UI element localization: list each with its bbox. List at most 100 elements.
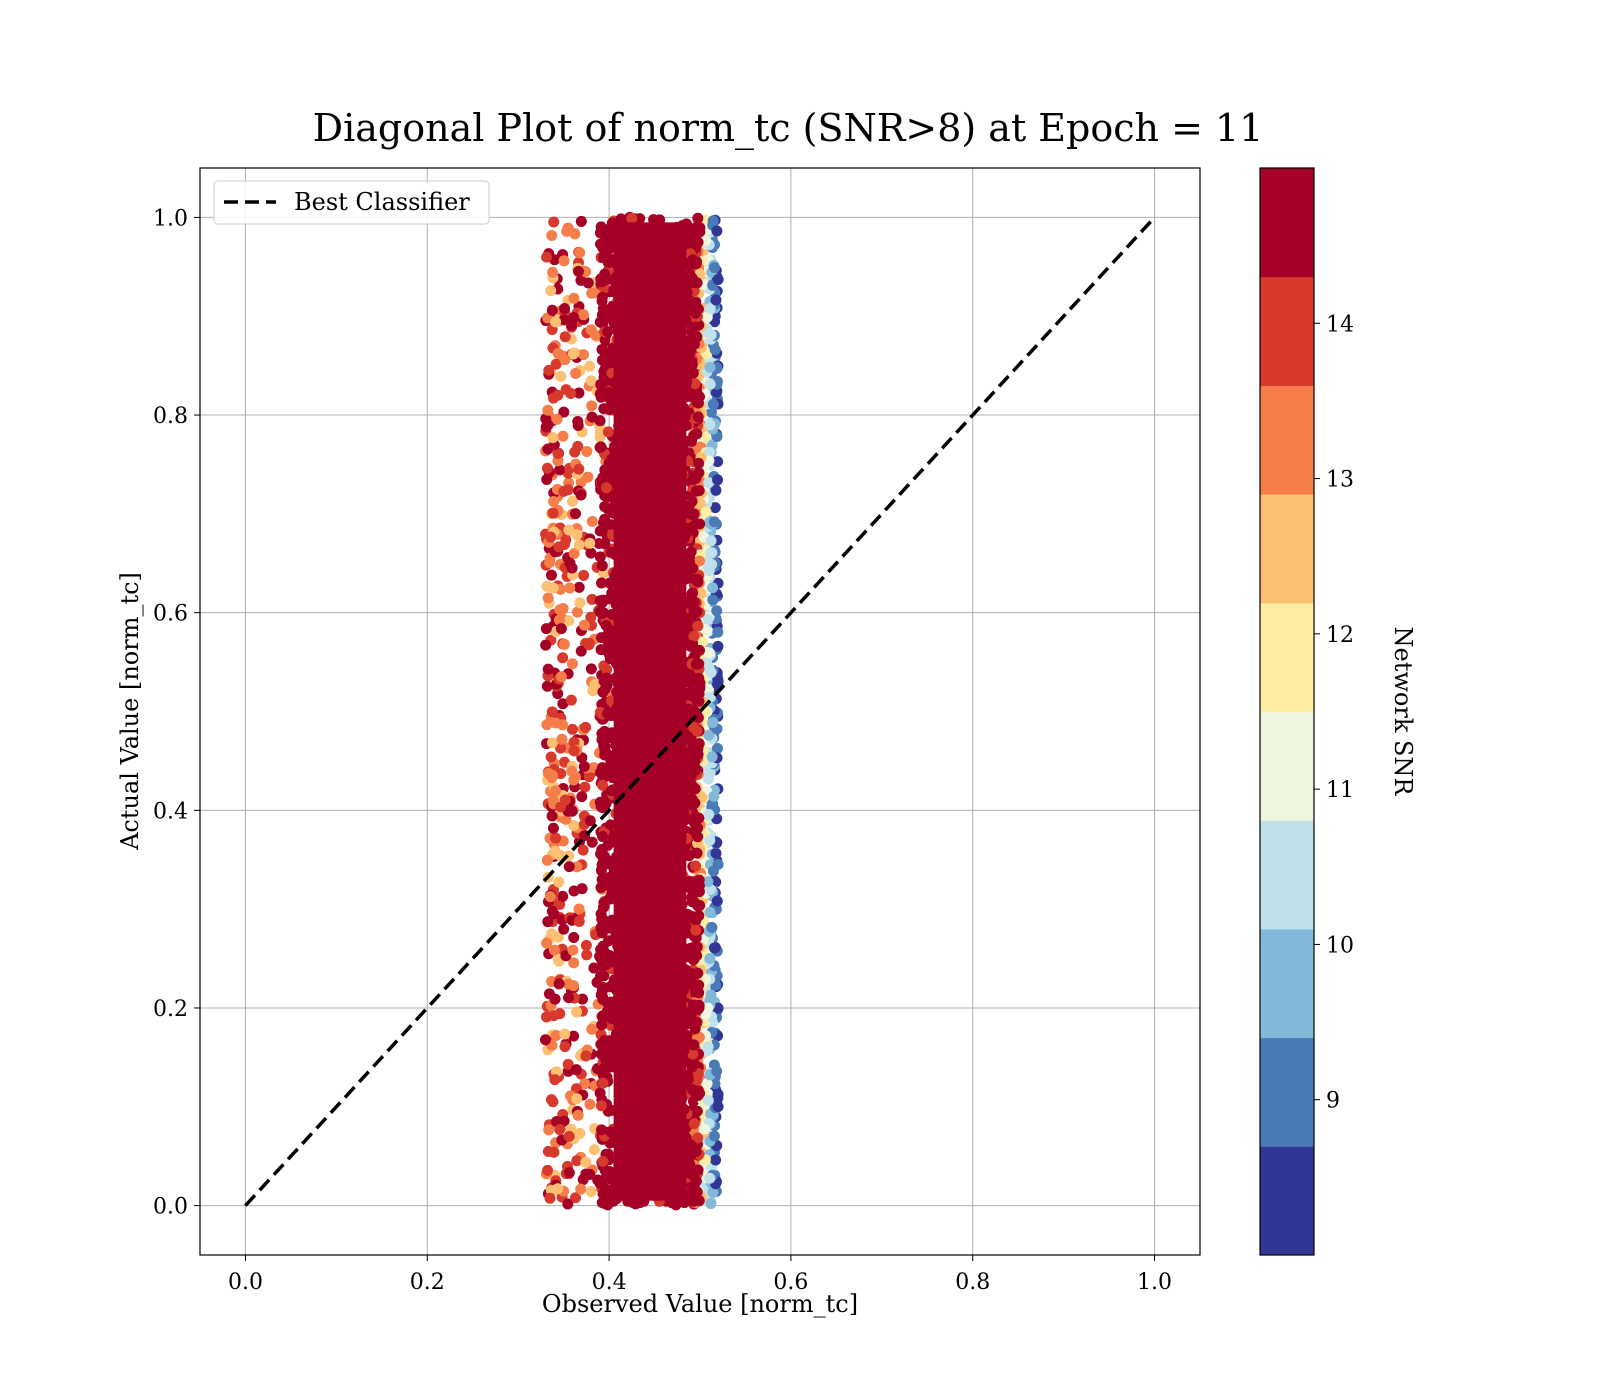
scatter-point <box>555 623 567 635</box>
scatter-point <box>694 677 706 689</box>
scatter-point <box>573 903 585 915</box>
scatter-point <box>568 774 580 786</box>
scatter-point <box>603 1046 615 1058</box>
scatter-point <box>585 663 597 675</box>
scatter-point <box>597 830 609 842</box>
scatter-point <box>568 931 580 943</box>
scatter-point <box>710 294 722 306</box>
scatter-point <box>542 419 554 431</box>
colorbar-tick-label: 13 <box>1326 468 1354 493</box>
scatter-point <box>555 370 567 382</box>
scatter-point <box>689 307 701 319</box>
scatter-point <box>684 677 696 689</box>
scatter-point <box>711 225 723 237</box>
scatter-point <box>703 809 715 821</box>
scatter-point <box>555 671 567 683</box>
scatter-point <box>549 717 561 729</box>
scatter-point <box>548 496 560 508</box>
y-tick-label: 1.0 <box>153 206 188 231</box>
scatter-point <box>687 1048 699 1060</box>
scatter-point <box>687 752 699 764</box>
scatter-point <box>704 1172 716 1184</box>
scatter-point <box>573 539 585 551</box>
scatter-point <box>696 636 708 648</box>
scatter-point <box>602 708 614 720</box>
colorbar-tick-label: 10 <box>1326 933 1354 958</box>
scatter-point <box>584 1168 596 1180</box>
scatter-point <box>710 1154 722 1166</box>
scatter-point <box>690 1175 702 1187</box>
scatter-point <box>547 432 559 444</box>
scatter-point <box>599 501 611 513</box>
scatter-point <box>686 640 698 652</box>
scatter-point <box>594 970 606 982</box>
scatter-point <box>547 507 559 519</box>
scatter-point <box>694 899 706 911</box>
scatter-point <box>704 952 716 964</box>
scatter-point <box>569 508 581 520</box>
scatter-point <box>547 266 559 278</box>
scatter-point <box>703 477 715 489</box>
scatter-point <box>585 1186 597 1198</box>
scatter-point <box>685 734 697 746</box>
scatter-point <box>543 364 555 376</box>
scatter-point <box>588 962 600 974</box>
scatter-point <box>706 921 718 933</box>
y-axis-label: Actual Value [norm_tc] <box>116 572 144 851</box>
scatter-point <box>554 604 566 616</box>
scatter-point <box>599 1183 611 1195</box>
scatter-point <box>575 645 587 657</box>
scatter-point <box>604 403 616 415</box>
scatter-point <box>542 916 554 928</box>
colorbar-tick-label: 12 <box>1326 623 1354 648</box>
scatter-point <box>708 790 720 802</box>
scatter-point <box>584 1098 596 1110</box>
chart-title: Diagonal Plot of norm_tc (SNR>8) at Epoc… <box>313 106 1264 151</box>
best-classifier-line <box>244 216 1156 1207</box>
scatter-point <box>602 998 614 1010</box>
scatter-point <box>545 751 557 763</box>
scatter-point <box>562 978 574 990</box>
scatter-point <box>578 349 590 361</box>
scatter-point <box>569 446 581 458</box>
scatter-point <box>602 244 614 256</box>
scatter-point <box>702 1002 714 1014</box>
scatter-point <box>585 547 597 559</box>
colorbar-band <box>1260 711 1314 821</box>
scatter-point <box>573 463 585 475</box>
legend: Best Classifier <box>213 180 490 225</box>
scatter-point <box>648 214 660 226</box>
scatter-point <box>548 1146 560 1158</box>
scatter-point <box>691 941 703 953</box>
scatter-point <box>550 1029 562 1041</box>
scatter-point <box>545 569 557 581</box>
scatter-point <box>693 319 705 331</box>
scatter-point <box>686 1083 698 1095</box>
scatter-point <box>602 326 614 338</box>
scatter-point <box>692 967 704 979</box>
scatter-point <box>558 638 570 650</box>
scatter-point <box>557 652 569 664</box>
scatter-point <box>575 1183 587 1195</box>
scatter-point <box>570 1064 582 1076</box>
scatter-point <box>706 751 718 763</box>
scatter-point <box>600 482 612 494</box>
scatter-point <box>574 247 586 259</box>
scatter-point <box>693 910 705 922</box>
scatter-point <box>595 1100 607 1112</box>
scatter-point <box>693 886 705 898</box>
colorbar-band <box>1260 602 1314 712</box>
scatter-point <box>554 464 566 476</box>
scatter-point <box>568 312 580 324</box>
scatter-point <box>689 378 701 390</box>
scatter-point <box>565 694 577 706</box>
colorbar-band <box>1260 385 1314 495</box>
scatter-point <box>558 314 570 326</box>
scatter-points <box>539 211 724 1211</box>
scatter-point <box>578 761 590 773</box>
scatter-point <box>571 606 583 618</box>
scatter-point <box>686 562 698 574</box>
scatter-point <box>594 441 606 453</box>
scatter-point <box>615 213 627 225</box>
